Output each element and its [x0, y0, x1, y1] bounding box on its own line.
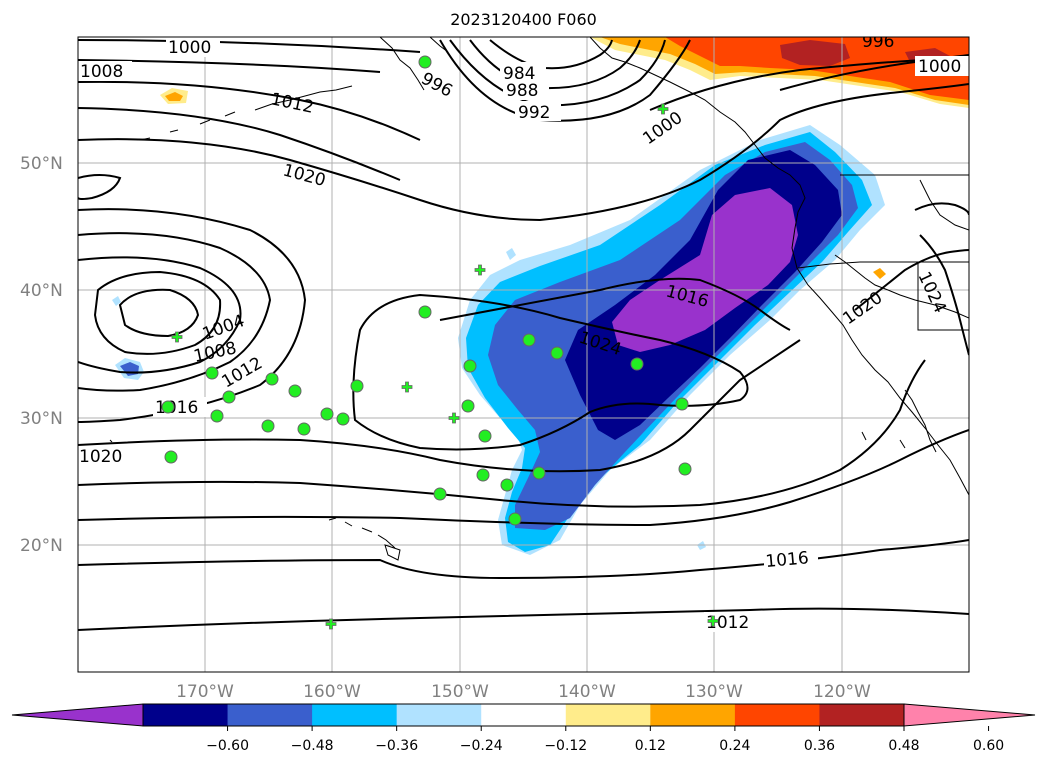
isobar-label: 1020	[79, 447, 122, 467]
colorbar-tick-label: 0.12	[635, 738, 666, 754]
map-title: 2023120400 F060	[450, 10, 597, 29]
station-circle-marker	[205, 366, 219, 380]
station-circle-marker	[418, 305, 432, 319]
colorbar-tick-label: 0.36	[804, 738, 835, 754]
station-plus-marker	[448, 412, 460, 424]
isobar-label: 1016	[765, 548, 810, 572]
lat-label: 30°N	[20, 409, 63, 429]
station-plus-marker	[325, 618, 337, 630]
colorbar-tick-label: −0.24	[460, 738, 503, 754]
station-circle-marker	[678, 462, 692, 476]
gridlines	[78, 37, 969, 672]
station-circle-marker	[461, 399, 475, 413]
station-plus-marker	[171, 331, 183, 343]
colorbar-segment	[396, 704, 482, 726]
station-plus-marker	[474, 264, 486, 276]
lon-label: 150°W	[431, 682, 489, 702]
isobar-label: 996	[862, 32, 894, 52]
colorbar-frame	[142, 703, 905, 727]
colorbar-segment	[143, 704, 229, 726]
colorbar: −0.60 −0.48 −0.36 −0.24 −0.12 0.12 0.24 0.36 0.4…	[11, 703, 1036, 754]
station-circle-marker	[418, 55, 432, 69]
station-circle-marker	[210, 409, 224, 423]
colorbar-segment	[819, 704, 905, 726]
station-circle-marker	[261, 419, 275, 433]
colorbar-segment	[481, 704, 567, 726]
station-circle-marker	[161, 400, 175, 414]
colorbar-ticks: −0.60 −0.48 −0.36 −0.24 −0.12 0.12 0.24 0.36 0.4…	[206, 726, 1004, 754]
colorbar-tick-label: 0.48	[888, 738, 919, 754]
isobar-label: 992	[518, 103, 550, 123]
map-frame	[77, 36, 970, 673]
isobar-label: 1000	[918, 57, 961, 77]
lon-label: 160°W	[303, 682, 361, 702]
map-panel: 1000 1008 1012 996 984 988 992 996 1000 …	[78, 32, 969, 672]
station-circle-marker	[476, 468, 490, 482]
isobar-label: 984	[503, 64, 535, 84]
isobar-label: 1000	[168, 38, 211, 58]
station-circle-marker	[288, 384, 302, 398]
colorbar-tick-label: −0.60	[206, 738, 249, 754]
station-circle-marker	[532, 466, 546, 480]
lon-label: 170°W	[176, 682, 234, 702]
station-circle-marker	[350, 379, 364, 393]
station-markers	[161, 55, 719, 630]
lat-label: 20°N	[20, 536, 63, 556]
station-circle-marker	[320, 407, 334, 421]
colorbar-tick-label: −0.48	[291, 738, 334, 754]
colorbar-segment	[312, 704, 398, 726]
station-circle-marker	[675, 397, 689, 411]
lat-label: 40°N	[20, 281, 63, 301]
station-circle-marker	[630, 357, 644, 371]
station-plus-marker	[401, 381, 413, 393]
station-circle-marker	[463, 359, 477, 373]
station-circle-marker	[478, 429, 492, 443]
latitude-labels: 50°N 40°N 30°N 20°N	[20, 154, 63, 556]
longitude-labels: 170°W 160°W 150°W 140°W 130°W 120°W	[176, 682, 871, 702]
colorbar-tick-label: −0.12	[544, 738, 587, 754]
isobar-label: 1016	[155, 398, 198, 418]
station-circle-marker	[508, 512, 522, 526]
station-circle-marker	[500, 478, 514, 492]
colorbar-tick-label: −0.36	[375, 738, 418, 754]
station-circle-marker	[522, 333, 536, 347]
colorbar-segment	[650, 704, 736, 726]
station-circle-marker	[297, 422, 311, 436]
colorbar-right-extend	[903, 703, 1036, 727]
colorbar-tick-label: 0.60	[973, 738, 1004, 754]
station-circle-marker	[336, 412, 350, 426]
coastlines	[109, 37, 969, 561]
station-circle-marker	[550, 346, 564, 360]
station-circle-marker	[433, 487, 447, 501]
station-circle-marker	[164, 450, 178, 464]
colorbar-segment	[227, 704, 313, 726]
colorbar-segment	[734, 704, 820, 726]
colorbar-segment	[565, 704, 651, 726]
lon-label: 140°W	[558, 682, 616, 702]
colorbar-tick-label: 0.24	[719, 738, 750, 754]
lon-label: 120°W	[813, 682, 871, 702]
station-circle-marker	[222, 390, 236, 404]
station-circle-marker	[265, 372, 279, 386]
isobar-label: 1012	[706, 613, 749, 633]
lon-label: 130°W	[685, 682, 743, 702]
station-plus-marker	[657, 103, 669, 115]
colorbar-left-extend	[11, 703, 144, 727]
isobar-label: 1008	[80, 62, 123, 82]
isobar-label: 988	[506, 81, 538, 101]
lat-label: 50°N	[20, 154, 63, 174]
station-plus-marker	[707, 615, 719, 627]
colorbar-segments	[143, 704, 905, 726]
